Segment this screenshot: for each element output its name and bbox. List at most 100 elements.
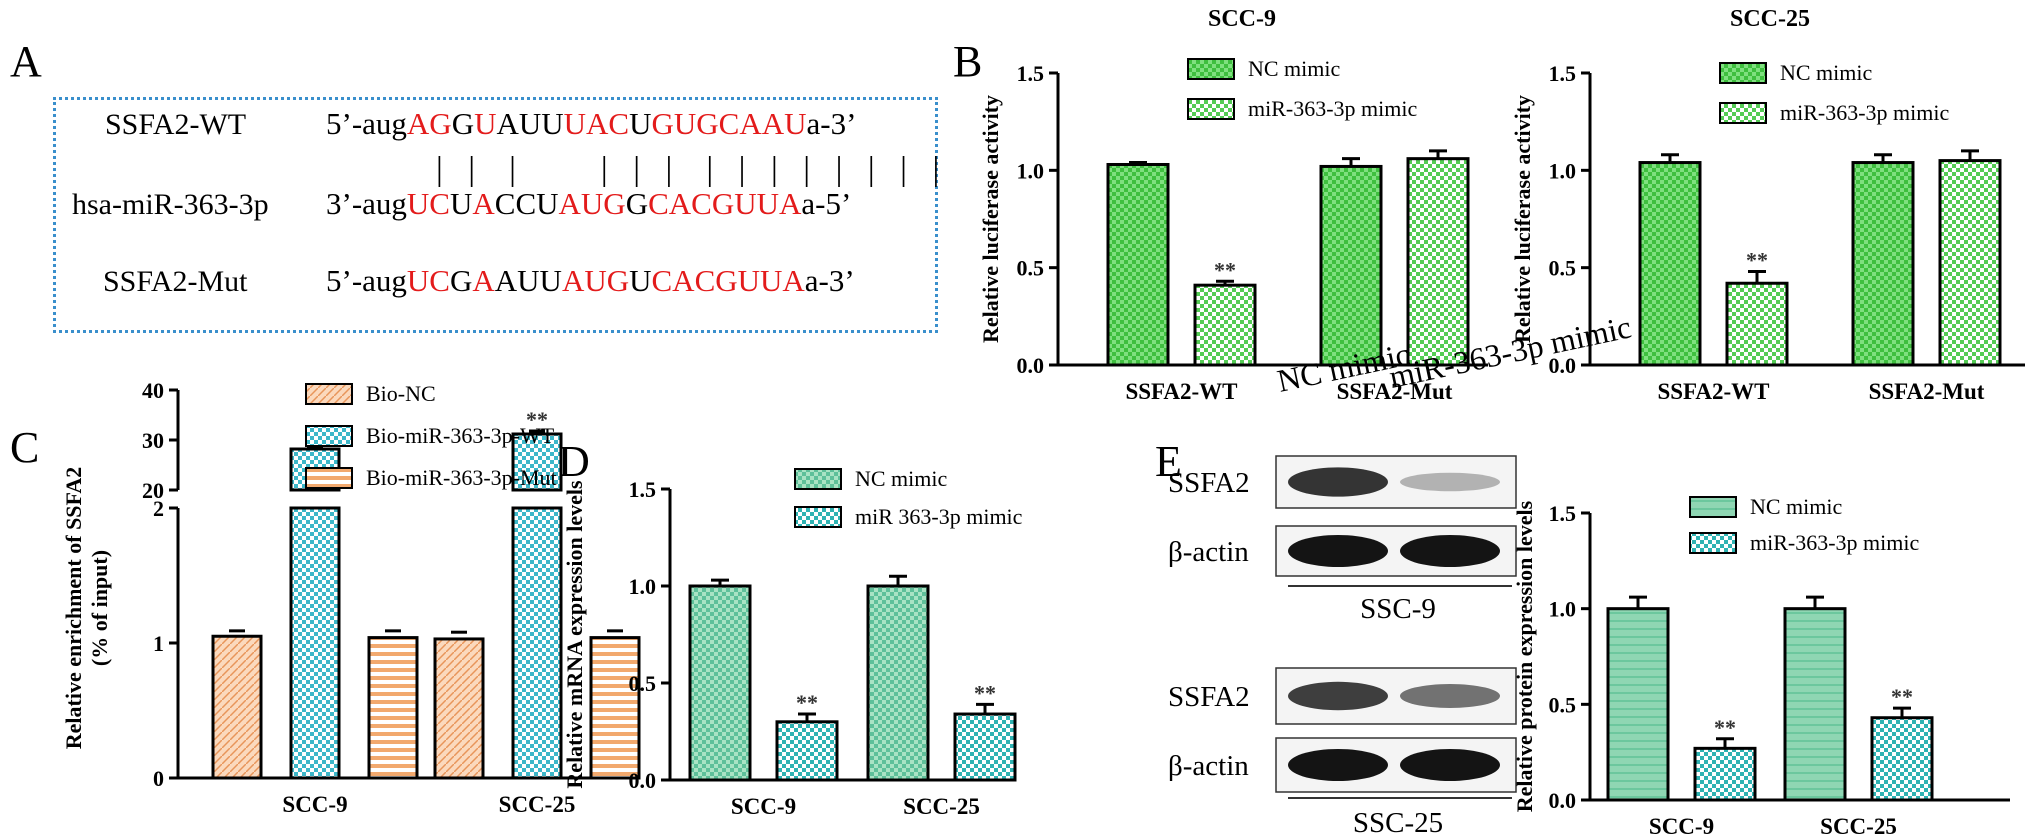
- legend-swatch: [1187, 58, 1235, 80]
- bar: [211, 634, 263, 780]
- seq-segment: a-3’: [804, 263, 855, 298]
- x-tick-label: SSFA2-Mut: [1869, 379, 1985, 404]
- legend-swatch: [305, 467, 353, 489]
- blot-group-label: SSC-25: [1353, 807, 1443, 839]
- y-tick-label: 1.5: [1549, 61, 1577, 86]
- blot-band: [1400, 535, 1500, 567]
- y-tick-label: 0.0: [1549, 353, 1577, 378]
- blot-band: [1400, 749, 1500, 781]
- seq-segment: CCU: [494, 186, 559, 221]
- panel-letter-d: D: [558, 437, 590, 486]
- bar: [1606, 607, 1670, 802]
- seq-segment: 5’-aug: [326, 263, 407, 298]
- seq-text-wt: 5’-augAGGUAUUUACUGUGCAAUa-3’: [326, 106, 856, 142]
- seq-segment: AUG: [561, 263, 630, 298]
- chart-luciferase-scc9: SCC-9 0.0 0.5 1.0 1.5 Relative luciferase act…: [978, 6, 1488, 404]
- chart-title: SCC-9: [1208, 6, 1276, 32]
- x-tick-label: SCC-9: [731, 794, 796, 819]
- seq-segment: G: [449, 263, 473, 298]
- seq-text-mirna: 3’-augUCUACCUAUGGCACGUUAa-5’: [326, 186, 851, 222]
- legend-swatch: [305, 383, 353, 405]
- y-tick-label: 0.0: [1017, 353, 1045, 378]
- legend-label: Bio-miR-363-3p-WT: [366, 423, 555, 448]
- significance-mark: **: [526, 407, 548, 432]
- seq-name-mirna: hsa-miR-363-3p: [72, 188, 269, 221]
- x-tick-label: SCC-25: [903, 794, 980, 819]
- bar: [367, 636, 419, 780]
- y-tick-label: 1.0: [1549, 597, 1577, 622]
- legend-label: NC mimic: [1248, 56, 1341, 81]
- seq-segment: A: [472, 263, 495, 298]
- seq-name-wt: SSFA2-WT: [105, 108, 247, 141]
- seq-segment: G: [625, 186, 649, 221]
- y-axis-label: Relative luciferase activity: [1510, 95, 1535, 343]
- significance-mark: **: [796, 690, 818, 715]
- panel-letter-b: B: [953, 37, 983, 86]
- bar: [1319, 164, 1383, 367]
- bar: [511, 506, 563, 780]
- seq-segment: a-3’: [806, 106, 857, 141]
- seq-segment: AG: [406, 106, 452, 141]
- legend-swatch: [1187, 98, 1235, 120]
- bar: [1938, 159, 2002, 367]
- y-tick-label: 1.0: [1017, 158, 1045, 183]
- base-pairing-bars: | | | | | | | | | | | | | |: [436, 151, 940, 188]
- y-tick-label: 0.0: [1549, 788, 1577, 813]
- bar: [1870, 716, 1934, 802]
- seq-segment: 5’-aug: [326, 106, 407, 141]
- seq-segment: AUU: [494, 263, 562, 298]
- y-axis-label: (% of input): [87, 550, 112, 666]
- bar: [1851, 161, 1915, 367]
- bar: [1193, 283, 1257, 367]
- bar: [866, 584, 930, 782]
- legend-swatch: [305, 425, 353, 447]
- bar: [1783, 607, 1847, 802]
- bar: [1693, 746, 1757, 802]
- y-tick-label: 30: [142, 428, 164, 453]
- significance-mark: **: [1891, 684, 1913, 709]
- y-axis-label: Relative enrichment of SSFA2: [61, 467, 86, 750]
- blot-row-label: SSFA2: [1168, 681, 1250, 713]
- legend-swatch: [1719, 102, 1767, 124]
- sequence-alignment-box: [53, 97, 938, 333]
- seq-segment: U: [449, 186, 473, 221]
- blot-row-label: SSFA2: [1168, 467, 1250, 499]
- legend-swatch: [794, 506, 842, 528]
- seq-segment: UAC: [563, 106, 630, 141]
- seq-segment: UC: [406, 186, 450, 221]
- legend-label: miR 363-3p mimic: [855, 504, 1023, 529]
- y-tick-label: 0.5: [1549, 256, 1577, 281]
- seq-segment: AUG: [558, 186, 626, 221]
- y-axis-label: Relative luciferase activity: [978, 95, 1003, 343]
- blot-row-label: β-actin: [1168, 536, 1249, 568]
- y-tick-label: 20: [142, 478, 164, 503]
- chart-mrna-expression: 0.0 0.5 1.0 1.5 Relative mRNA expression lev…: [562, 466, 1023, 819]
- significance-mark: **: [1746, 248, 1768, 273]
- legend-swatch: [1689, 496, 1737, 518]
- y-axis-label: Relative mRNA expression levels: [562, 480, 587, 789]
- y-tick-label: 2: [153, 496, 164, 521]
- significance-mark: **: [974, 680, 996, 705]
- x-tick-label: SSFA2-WT: [1657, 379, 1769, 404]
- panel-letter-a: A: [10, 37, 42, 86]
- legend-swatch: [794, 468, 842, 490]
- bar: [589, 636, 641, 780]
- chart-luciferase-scc25: SCC-25 0.0 0.5 1.0 1.5 Relative luciferase ac…: [1510, 6, 2025, 404]
- y-tick-label: 1: [153, 631, 164, 656]
- seq-name-mut: SSFA2-Mut: [103, 265, 248, 298]
- legend-label: NC mimic: [855, 466, 948, 491]
- legend-swatch: [1719, 62, 1767, 84]
- bar-upper: [511, 432, 563, 492]
- x-tick-label: SCC-25: [499, 792, 576, 817]
- seq-segment: A: [472, 186, 495, 221]
- x-tick-label: SCC-25: [1820, 814, 1897, 839]
- legend-label: miR-363-3p mimic: [1248, 96, 1418, 121]
- bar: [1406, 157, 1470, 367]
- legend-label: NC mimic: [1750, 494, 1843, 519]
- bar: [1638, 161, 1702, 367]
- y-tick-label: 1.5: [629, 477, 657, 502]
- seq-segment: AUU: [496, 106, 564, 141]
- y-tick-label: 1.0: [629, 574, 657, 599]
